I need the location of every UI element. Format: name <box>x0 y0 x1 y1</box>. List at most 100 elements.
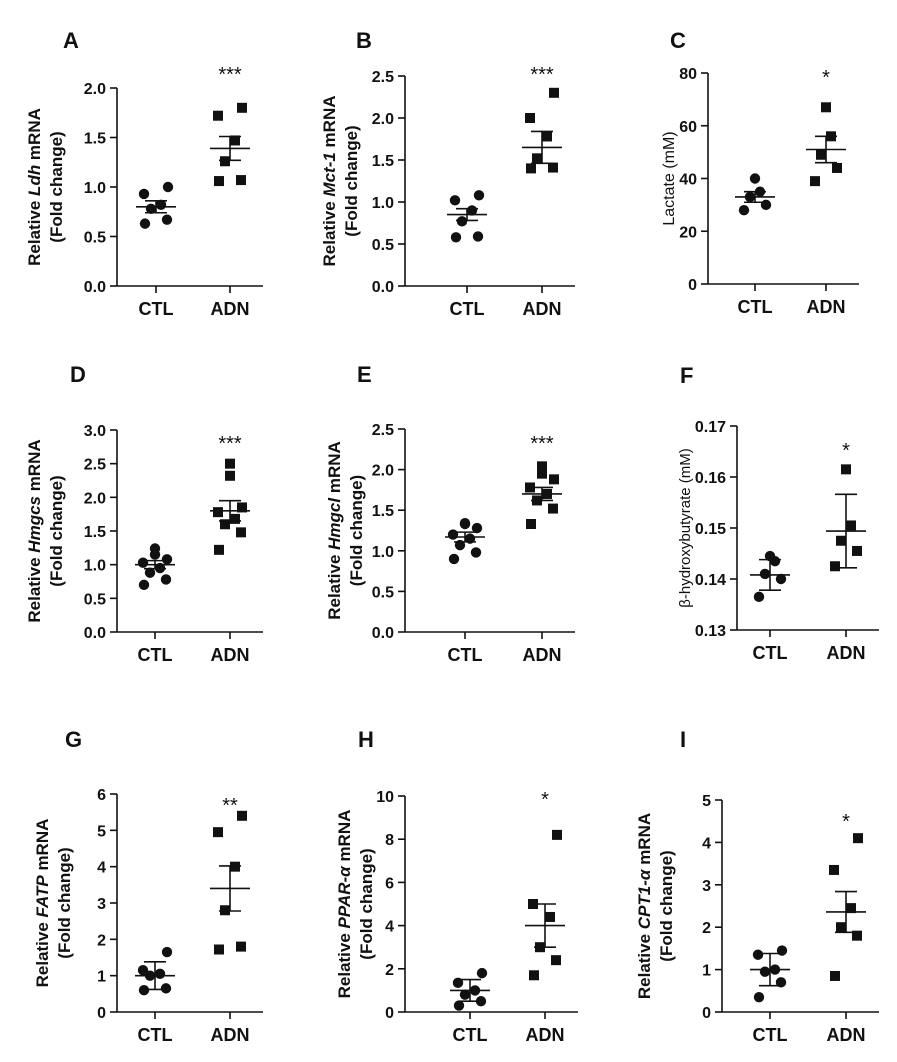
y-tick-label: 4 <box>385 919 394 936</box>
data-point-ctl <box>754 592 764 602</box>
panel-letter: G <box>65 727 82 752</box>
y-tick-label: 3 <box>97 896 106 913</box>
panel-letter: E <box>357 362 372 387</box>
y-label-suffix: mRNA <box>33 819 52 876</box>
data-point-ctl <box>477 968 487 978</box>
y-tick-label: 5 <box>97 823 106 840</box>
data-point-ctl <box>753 950 763 960</box>
panel-i: I012345CTL ADNRelative CPT1-α mRNA(Fold c… <box>635 727 879 1045</box>
y-tick-label: 2 <box>385 962 394 979</box>
x-category-label: ADN <box>526 1025 565 1045</box>
panel-d: D0.00.51.01.52.02.53.0CTL ADNRelative Hmg… <box>25 362 263 665</box>
data-point-adn <box>821 102 831 112</box>
y-tick-label: 20 <box>679 224 697 241</box>
x-category-label: ADN <box>211 1025 250 1045</box>
y-label-suffix: mRNA <box>25 108 44 165</box>
data-point-adn <box>552 830 562 840</box>
data-point-adn <box>846 520 856 530</box>
data-point-ctl <box>139 580 149 590</box>
data-point-adn <box>214 945 224 955</box>
significance-marker: * <box>842 440 850 462</box>
panel-f: F0.130.140.150.160.17CTL ADNβ-hydroxybuty… <box>677 363 879 663</box>
data-point-adn <box>816 150 826 160</box>
y-tick-label: 0.15 <box>695 521 726 538</box>
y-tick-label: 0 <box>385 1005 394 1022</box>
y-tick-label: 2.0 <box>372 463 394 480</box>
y-tick-label: 6 <box>385 875 394 892</box>
data-point-adn <box>236 942 246 952</box>
y-tick-label: 1 <box>702 963 711 980</box>
y-label-suffix: mRNA <box>320 95 339 152</box>
y-tick-label: 5 <box>702 793 711 810</box>
y-label-prefix: Relative <box>320 197 339 267</box>
y-label-gene: Hmgcl <box>325 497 344 550</box>
y-tick-label: 3 <box>702 878 711 895</box>
data-point-adn <box>214 545 224 555</box>
data-point-adn <box>214 176 224 186</box>
data-point-adn <box>832 163 842 173</box>
data-point-adn <box>236 175 246 185</box>
x-category-label: CTL <box>448 645 483 665</box>
y-tick-label: 40 <box>679 172 697 189</box>
panel-a: A 0.0 0.5 1.0 1.5 2.0 CTL ADN Relative Ldh mRNA(… <box>25 28 263 319</box>
y-tick-label: 4 <box>97 860 106 877</box>
data-point-ctl <box>739 205 749 215</box>
y-label-prefix: Relative <box>33 917 52 987</box>
data-point-ctl <box>474 190 484 200</box>
data-point-ctl <box>460 518 470 528</box>
y-label-prefix: Relative <box>335 928 354 998</box>
y-tick-label: 1 <box>97 969 106 986</box>
y-tick-label: 1.0 <box>84 558 106 575</box>
data-point-ctl <box>161 574 171 584</box>
y-tick-label: 4 <box>702 835 711 852</box>
data-point-adn <box>532 153 542 163</box>
data-point-ctl <box>140 218 150 228</box>
x-category-label: ADN <box>211 299 250 319</box>
y-tick-label: 1.5 <box>84 131 106 148</box>
y-tick-label: 2.5 <box>372 422 394 439</box>
x-category-label: CTL <box>139 299 174 319</box>
x-category-label: ADN <box>523 645 562 665</box>
x-category-label: CTL <box>753 643 788 663</box>
panel-letter: C <box>670 28 686 53</box>
significance-marker: *** <box>218 64 242 86</box>
data-point-ctl <box>450 195 460 205</box>
data-point-ctl <box>448 529 458 539</box>
panel-g: G0123456CTL ADNRelative FATP mRNA(Fold ch… <box>33 727 263 1045</box>
data-point-adn <box>551 955 561 965</box>
y-label-gene: PPAR-α <box>335 865 354 929</box>
data-point-ctl <box>155 969 165 979</box>
y-tick-label: 1.5 <box>372 153 394 170</box>
panel-letter: A <box>63 28 79 53</box>
data-point-ctl <box>162 947 172 957</box>
data-point-adn <box>830 561 840 571</box>
data-point-adn <box>542 131 552 141</box>
data-point-adn <box>236 527 246 537</box>
significance-marker: * <box>842 811 850 833</box>
y-axis-label-line2: (Fold change) <box>55 847 74 958</box>
x-category-label: CTL <box>453 1025 488 1045</box>
panel-letter: I <box>680 727 686 752</box>
y-tick-label: 10 <box>376 789 394 806</box>
data-point-adn <box>830 971 840 981</box>
data-point-adn <box>225 471 235 481</box>
y-axis-label-line2: (Fold change) <box>47 475 66 586</box>
y-tick-label: 0.16 <box>695 470 726 487</box>
panel-e: E 0.0 0.5 1.0 1.5 2.0 2.5 CTL ADN Relative Hmgcl … <box>325 362 575 665</box>
y-tick-label: 2.0 <box>84 490 106 507</box>
data-point-adn <box>220 156 230 166</box>
data-point-adn <box>237 811 247 821</box>
y-axis-label-line2: (Fold change) <box>357 848 376 959</box>
y-tick-label: 3.0 <box>84 423 106 440</box>
data-point-adn <box>836 536 846 546</box>
y-label-gene: Mct-1 <box>320 152 339 196</box>
y-tick-label: 8 <box>385 832 394 849</box>
data-point-ctl <box>471 547 481 557</box>
data-point-ctl <box>162 214 172 224</box>
panel-letter: B <box>356 28 372 53</box>
data-point-adn <box>526 519 536 529</box>
x-category-label: CTL <box>138 645 173 665</box>
y-tick-label: 80 <box>679 66 697 83</box>
data-point-ctl <box>138 557 148 567</box>
data-point-adn <box>545 912 555 922</box>
